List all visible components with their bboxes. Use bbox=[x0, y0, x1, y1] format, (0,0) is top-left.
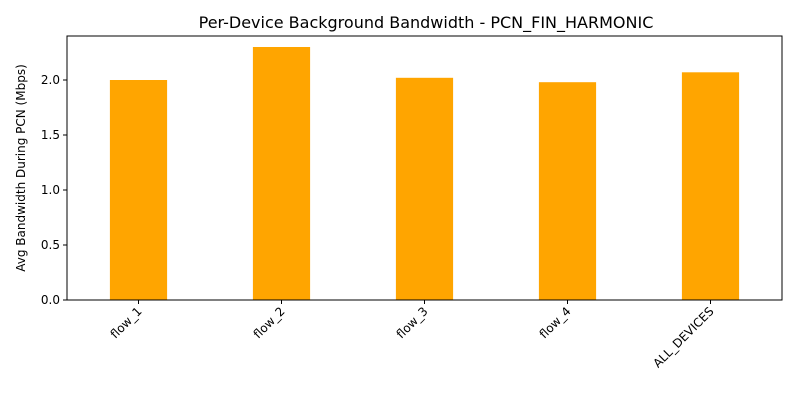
x-tick-label: flow_2 bbox=[251, 304, 288, 341]
x-tick-label: flow_4 bbox=[537, 304, 574, 341]
y-tick-label: 1.0 bbox=[41, 183, 60, 197]
bar-flow-2 bbox=[252, 47, 311, 300]
chart-title: Per-Device Background Bandwidth - PCN_FI… bbox=[199, 13, 654, 33]
bar-group bbox=[109, 47, 740, 300]
y-axis-ticks: 0.0 0.5 1.0 1.5 2.0 bbox=[41, 73, 67, 307]
y-tick-label: 2.0 bbox=[41, 73, 60, 87]
y-tick-label: 1.5 bbox=[41, 128, 60, 142]
y-axis-label: Avg Bandwidth During PCN (Mbps) bbox=[14, 64, 28, 272]
bar-all-devices bbox=[681, 72, 740, 300]
y-tick-label: 0.0 bbox=[41, 293, 60, 307]
x-tick-label: flow_1 bbox=[108, 304, 145, 341]
x-tick-label: ALL_DEVICES bbox=[650, 304, 716, 370]
plot-frame bbox=[66, 35, 783, 301]
bar-flow-4 bbox=[538, 82, 597, 300]
bar-flow-1 bbox=[109, 80, 168, 300]
x-axis-ticks: flow_1 flow_2 flow_3 flow_4 ALL_DEVICES bbox=[108, 300, 717, 371]
x-tick-label: flow_3 bbox=[394, 304, 431, 341]
y-tick-label: 0.5 bbox=[41, 238, 60, 252]
bar-flow-3 bbox=[395, 77, 454, 300]
